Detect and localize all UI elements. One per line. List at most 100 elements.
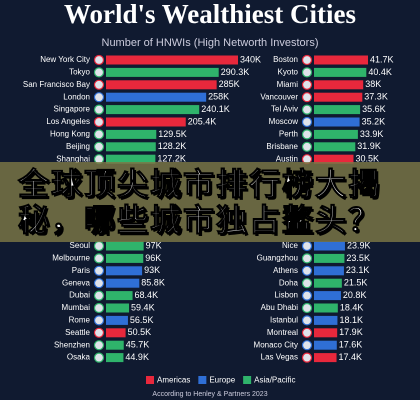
bar bbox=[106, 105, 200, 115]
flag bbox=[301, 92, 313, 103]
category-label: Kyoto bbox=[278, 68, 299, 77]
category-label: Melbourne bbox=[52, 254, 90, 263]
flag bbox=[301, 129, 313, 140]
flag bbox=[93, 352, 105, 363]
flag bbox=[301, 315, 313, 326]
value-label: 31.9K bbox=[357, 141, 381, 151]
category-label: Monaco City bbox=[254, 340, 298, 349]
flag bbox=[301, 240, 313, 252]
bar bbox=[106, 154, 156, 164]
flag bbox=[301, 327, 313, 338]
bar bbox=[106, 117, 186, 127]
bar bbox=[314, 55, 368, 65]
category-label: Boston bbox=[273, 55, 298, 64]
bar bbox=[314, 266, 344, 276]
value-label: 18.4K bbox=[340, 302, 364, 312]
value-label: 127.2K bbox=[157, 154, 186, 164]
value-label: 23.9K bbox=[347, 240, 371, 250]
bar bbox=[106, 67, 219, 77]
bar bbox=[314, 142, 356, 152]
banner-text: 全球顶尖城市排行榜大揭秘，哪些城市独占鳌头？ bbox=[18, 167, 381, 240]
flag bbox=[93, 129, 105, 140]
bar bbox=[106, 315, 128, 325]
bar bbox=[106, 353, 124, 363]
bar bbox=[314, 80, 364, 90]
flag bbox=[301, 116, 313, 128]
value-label: 285K bbox=[219, 79, 240, 89]
flag bbox=[93, 278, 105, 289]
bar bbox=[314, 154, 354, 164]
value-label: 97K bbox=[146, 240, 162, 250]
category-label: Las Vegas bbox=[261, 353, 298, 362]
value-label: 59.4K bbox=[131, 302, 155, 312]
flag bbox=[93, 290, 105, 301]
category-label: San Francisco Bay bbox=[23, 80, 90, 89]
flag bbox=[301, 141, 313, 152]
flag bbox=[301, 265, 313, 276]
value-label: 205.4K bbox=[188, 116, 217, 126]
bar bbox=[314, 340, 337, 350]
category-label: Brisbane bbox=[266, 142, 298, 151]
flag bbox=[301, 253, 313, 264]
category-label: Moscow bbox=[269, 117, 299, 126]
category-label: London bbox=[63, 92, 90, 101]
category-label: Singapore bbox=[54, 105, 91, 114]
value-label: 50.5K bbox=[128, 327, 152, 337]
legend-label: Asia/Pacific bbox=[254, 376, 295, 385]
category-label: Guangzhou bbox=[257, 254, 298, 263]
category-label: Nice bbox=[282, 241, 299, 250]
bar bbox=[314, 315, 338, 325]
value-label: 18.1K bbox=[339, 315, 363, 325]
bar bbox=[314, 241, 345, 251]
legend-label: Americas bbox=[157, 376, 190, 385]
title: World's Wealthiest Cities bbox=[64, 0, 356, 29]
bar bbox=[314, 303, 338, 313]
value-label: 240.1K bbox=[201, 104, 230, 114]
value-label: 85.8K bbox=[141, 278, 165, 288]
value-label: 96K bbox=[145, 253, 161, 263]
flag bbox=[93, 240, 105, 252]
value-label: 290.3K bbox=[221, 67, 250, 77]
category-label: Beijing bbox=[66, 142, 90, 151]
value-label: 40.4K bbox=[368, 67, 392, 77]
flag bbox=[93, 340, 105, 351]
value-label: 56.5K bbox=[130, 315, 154, 325]
value-label: 41.7K bbox=[370, 54, 394, 64]
bar bbox=[106, 55, 238, 65]
flag bbox=[301, 340, 313, 351]
flag bbox=[93, 315, 105, 326]
bar bbox=[314, 291, 341, 301]
category-label: Austin bbox=[276, 154, 298, 163]
bar bbox=[106, 278, 140, 288]
flag bbox=[301, 278, 313, 289]
legend-swatch bbox=[146, 376, 154, 384]
bar bbox=[314, 129, 358, 139]
bar bbox=[106, 129, 157, 139]
bar bbox=[106, 80, 217, 90]
subtitle: Number of HNWIs (High Networth Investors… bbox=[102, 37, 319, 49]
value-label: 258K bbox=[208, 92, 229, 102]
bar bbox=[106, 142, 156, 152]
category-label: Shenzhen bbox=[54, 340, 90, 349]
flag bbox=[93, 79, 105, 90]
value-label: 340K bbox=[240, 54, 261, 64]
value-label: 23.1K bbox=[346, 265, 370, 275]
flag bbox=[301, 67, 313, 78]
value-label: 35.2K bbox=[362, 116, 386, 126]
flag bbox=[301, 104, 313, 115]
bar bbox=[314, 328, 338, 338]
category-label: Lisbon bbox=[274, 291, 298, 300]
value-label: 128.2K bbox=[158, 141, 187, 151]
bar bbox=[106, 340, 124, 350]
value-label: 23.5K bbox=[346, 253, 370, 263]
value-label: 17.9K bbox=[339, 327, 363, 337]
flag bbox=[93, 67, 105, 78]
value-label: 17.4K bbox=[339, 352, 363, 362]
value-label: 45.7K bbox=[126, 340, 150, 350]
category-label: Dubai bbox=[69, 291, 90, 300]
source: According to Henley & Partners 2023 bbox=[152, 391, 267, 398]
category-label: New York City bbox=[40, 55, 90, 64]
value-label: 21.5K bbox=[344, 278, 368, 288]
